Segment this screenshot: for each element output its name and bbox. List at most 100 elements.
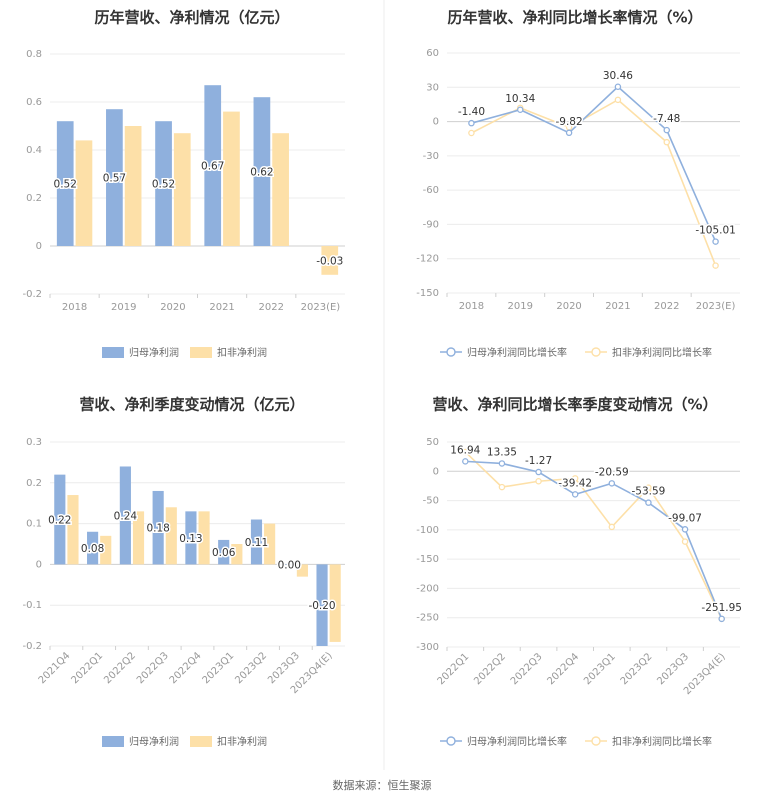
y-tick-label: -30 — [423, 151, 439, 162]
bar-net-profit — [253, 97, 271, 246]
bar-deducted-profit — [67, 495, 79, 565]
y-tick-label: -50 — [423, 496, 439, 507]
x-tick-label: 2018 — [62, 302, 87, 313]
line-point — [517, 106, 524, 114]
line-point — [535, 477, 542, 485]
line-point — [608, 480, 616, 487]
bar-value-label: -0.20 — [308, 600, 335, 612]
line-value-label: 10.34 — [505, 93, 535, 105]
y-tick-label: -200 — [416, 583, 439, 594]
line-point — [462, 458, 469, 465]
y-tick-label: 60 — [426, 48, 439, 59]
legend-label: 扣非净利润 — [217, 735, 267, 748]
chart-annual-growth: 历年营收、净利同比增长率情况（%） -150 -120 -90 -60 -30 0 30 60 2… — [416, 9, 740, 359]
line-value-label: -53.59 — [632, 486, 666, 498]
x-tick-label: 2018 — [459, 301, 484, 312]
line-point — [663, 138, 671, 146]
line-value-label: -105.01 — [695, 225, 736, 237]
bar-deducted-profit — [231, 544, 243, 565]
line-value-label: -1.27 — [525, 455, 552, 467]
chart-quarterly-growth: 营收、净利同比增长率季度变动情况（%） -300 -250 -200 -150 -100 -… — [416, 396, 743, 749]
chart-title: 营收、净利同比增长率季度变动情况（%） — [432, 396, 717, 414]
line-point — [712, 262, 719, 269]
bar-value-label: 0.52 — [54, 179, 77, 191]
line-value-label: 13.35 — [487, 446, 517, 458]
legend-swatch-marker — [446, 347, 456, 357]
bar-net-profit — [283, 564, 295, 565]
line-value-label: 30.46 — [603, 70, 633, 82]
legend-label: 归母净利润 — [129, 735, 179, 748]
bar-net-profit — [204, 85, 222, 246]
legend-label: 扣非净利润 — [217, 346, 267, 359]
line-value-label: -7.48 — [653, 113, 680, 125]
y-tick-label: 0.2 — [26, 478, 42, 489]
bar-deducted-profit — [296, 564, 308, 577]
x-tick-label: 2019 — [111, 302, 136, 313]
bar-value-label: 0.67 — [201, 161, 224, 173]
line-point — [468, 129, 475, 137]
y-tick-label: 30 — [426, 82, 439, 93]
bar-net-profit — [218, 539, 230, 565]
line-point — [498, 460, 506, 467]
y-tick-label: 0.2 — [26, 193, 42, 204]
bar-value-label: 0.62 — [250, 167, 273, 179]
y-tick-label: -250 — [416, 613, 439, 624]
x-tick-label: 2021 — [605, 301, 630, 312]
y-tick-label: 0.3 — [26, 437, 42, 448]
y-tick-label: -150 — [416, 288, 439, 299]
line-net-profit-growth — [465, 460, 723, 620]
bar-deducted-profit — [173, 133, 191, 246]
line-point — [608, 523, 616, 531]
line-point — [645, 499, 652, 506]
x-tick-label: 2023Q1 — [582, 651, 618, 687]
bar-net-profit — [106, 109, 123, 246]
line-value-label: -20.59 — [595, 466, 629, 478]
line-point — [571, 475, 579, 482]
bar-net-profit — [119, 466, 131, 565]
line-point — [712, 238, 719, 245]
chart-quarterly-profit: 营收、净利季度变动情况（亿元）-0.2-0.100.10.20.32021Q42… — [22, 396, 345, 748]
x-tick-label: 2022Q3 — [135, 650, 171, 686]
bar-deducted-profit — [100, 535, 112, 565]
line-point — [462, 448, 469, 456]
bar-deducted-profit — [165, 507, 177, 565]
legend-swatch — [102, 347, 124, 358]
x-tick-label: 2023(E) — [301, 302, 341, 313]
x-tick-label: 2023Q2 — [233, 650, 269, 686]
x-tick-label: 2021Q4 — [37, 650, 73, 686]
line-point — [565, 129, 573, 137]
y-tick-label: 0.8 — [26, 49, 42, 60]
y-tick-label: 0 — [36, 241, 42, 252]
y-tick-label: -0.2 — [22, 641, 42, 652]
bar-value-label: 0.13 — [179, 533, 202, 545]
y-tick-label: -0.1 — [22, 600, 42, 611]
bar-value-label: 0.22 — [48, 515, 71, 527]
bar-net-profit — [155, 121, 172, 246]
line-value-label: -39.42 — [558, 477, 592, 489]
line-value-label: -1.40 — [458, 106, 485, 118]
line-net-profit-growth — [471, 85, 717, 242]
line-value-label: -9.82 — [555, 116, 582, 128]
chart-title: 历年营收、净利同比增长率情况（%） — [447, 9, 702, 27]
line-point — [681, 538, 689, 545]
y-tick-label: 0.1 — [26, 519, 42, 530]
bar-value-label: 0.52 — [152, 179, 175, 191]
x-tick-label: 2023Q1 — [201, 650, 237, 686]
bar-value-label: 0.11 — [245, 537, 268, 549]
y-tick-label: 0 — [433, 466, 439, 477]
line-point — [498, 483, 506, 491]
bar-net-profit — [56, 121, 74, 246]
legend-swatch — [102, 736, 124, 747]
line-point — [718, 615, 725, 623]
bar-net-profit — [185, 511, 197, 565]
x-tick-label: 2020 — [556, 301, 581, 312]
bar-net-profit — [54, 474, 66, 565]
line-point — [571, 491, 579, 498]
y-tick-label: -90 — [423, 219, 439, 230]
bar-value-label: 0.18 — [146, 523, 169, 535]
x-tick-label: 2022Q1 — [69, 650, 105, 686]
line-point — [614, 96, 622, 104]
bar-value-label: 0.06 — [212, 547, 236, 559]
y-tick-label: 0.4 — [26, 145, 42, 156]
